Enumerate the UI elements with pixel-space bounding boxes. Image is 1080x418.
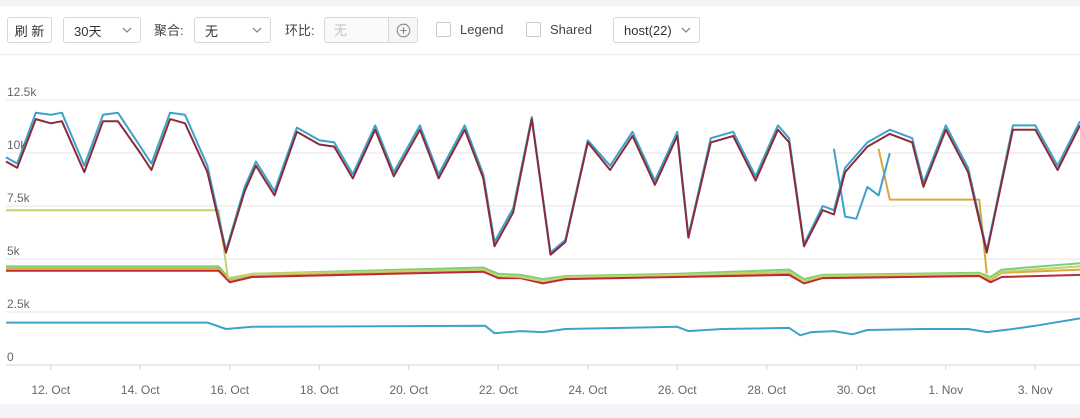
add-compare-button[interactable] — [389, 17, 418, 43]
series-line-8 — [5, 118, 1080, 256]
x-tick-label: 16. Oct — [210, 383, 249, 397]
aggregate-value: 无 — [205, 23, 219, 39]
x-tick-label: 20. Oct — [389, 383, 428, 397]
chevron-down-icon — [122, 27, 132, 33]
shared-checkbox[interactable] — [526, 22, 541, 37]
y-tick-label: 5k — [7, 244, 21, 258]
aggregate-label: 聚合: — [154, 23, 184, 38]
x-axis-labels: 12. Oct 14. Oct 16. Oct 18. Oct 20. Oct 22. O… — [31, 383, 1052, 397]
x-tick-label: 12. Oct — [31, 383, 70, 397]
series-line-6 — [832, 148, 891, 220]
line-chart: 0 2.5k 5k 7.5k 10k 12.5k 12. Oct 14. Oct 16. Oc… — [5, 85, 1080, 397]
x-tick-label: 3. Nov — [1018, 383, 1053, 397]
compare-input[interactable] — [324, 17, 389, 43]
x-tick-label: 1. Nov — [928, 383, 963, 397]
series-line-0 — [6, 317, 1080, 337]
x-tick-label: 14. Oct — [121, 383, 160, 397]
y-tick-label: 12.5k — [7, 85, 37, 99]
x-tick-label: 26. Oct — [658, 383, 697, 397]
plus-circle-icon — [396, 23, 410, 37]
host-select[interactable]: host(22) — [613, 17, 700, 43]
chevron-down-icon — [252, 27, 262, 33]
y-tick-label: 10k — [7, 138, 27, 152]
compare-label: 环比: — [285, 23, 315, 38]
legend-checkbox-label: Legend — [460, 22, 504, 37]
bottom-divider — [0, 404, 1080, 418]
series-line-4 — [6, 209, 1080, 283]
time-range-value: 30天 — [74, 23, 102, 39]
y-axis-labels: 0 2.5k 5k 7.5k 10k 12.5k — [7, 85, 37, 364]
legend-checkbox[interactable] — [436, 22, 451, 37]
x-tick-label: 24. Oct — [568, 383, 607, 397]
x-tick-label: 30. Oct — [837, 383, 876, 397]
toolbar: 刷 新 30天 聚合: 无 环比: Legend Shared host(22) — [0, 6, 1080, 55]
aggregate-select[interactable]: 无 — [194, 17, 271, 43]
x-tick-label: 18. Oct — [300, 383, 339, 397]
x-tick-label: 22. Oct — [479, 383, 518, 397]
top-divider — [0, 0, 1080, 6]
host-select-value: host(22) — [624, 22, 672, 38]
x-tick-label: 28. Oct — [747, 383, 786, 397]
chart-series — [5, 111, 1080, 337]
refresh-label: 刷 新 — [14, 23, 45, 39]
shared-checkbox-label: Shared — [550, 22, 592, 37]
series-line-5 — [877, 148, 988, 274]
y-tick-label: 7.5k — [7, 191, 31, 205]
y-tick-label: 2.5k — [7, 297, 31, 311]
y-tick-label: 0 — [7, 350, 14, 364]
refresh-button[interactable]: 刷 新 — [7, 17, 52, 43]
series-line-3 — [6, 269, 1080, 285]
time-range-select[interactable]: 30天 — [63, 17, 141, 43]
chevron-down-icon — [681, 27, 691, 33]
series-line-7 — [5, 111, 1080, 254]
